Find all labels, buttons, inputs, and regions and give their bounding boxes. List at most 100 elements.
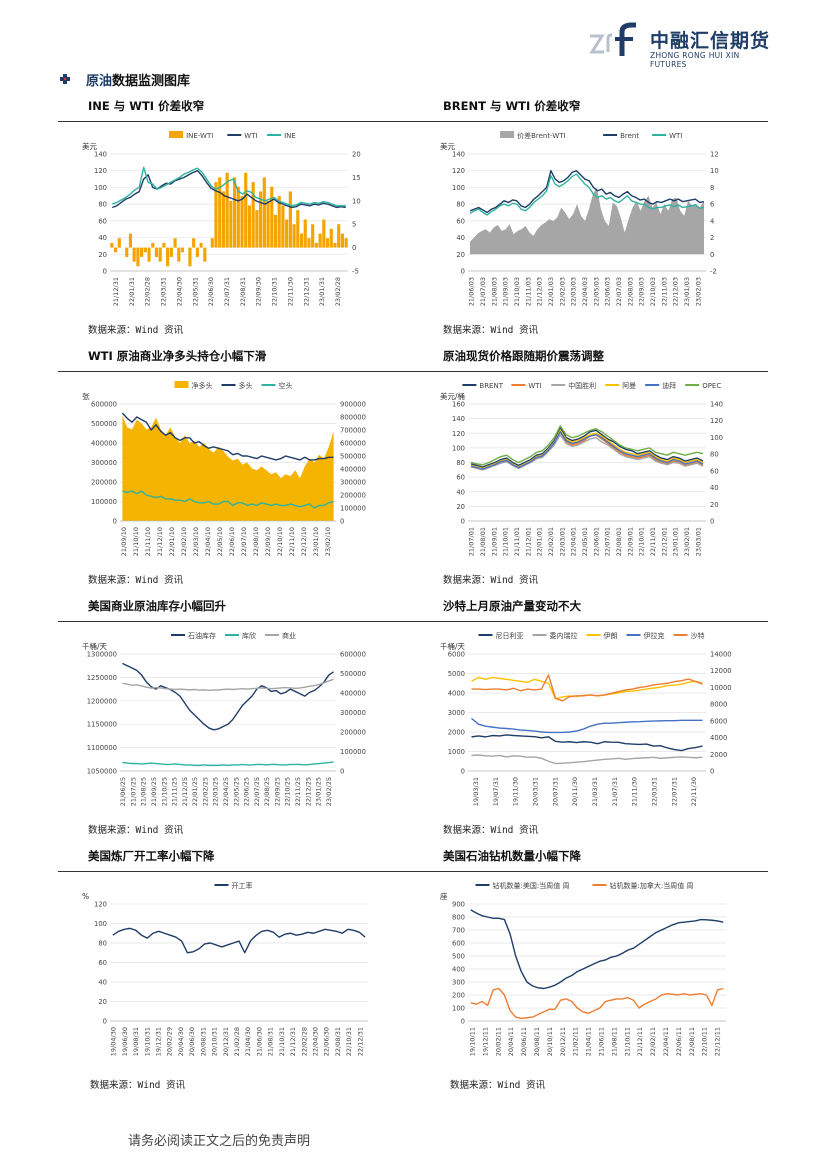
x-tick-label: 22/04/10	[204, 527, 212, 556]
x-tick-label: 21/07/25	[129, 777, 137, 806]
y2-tick-label: 100	[710, 434, 723, 442]
bar	[180, 247, 185, 253]
bar	[277, 196, 281, 248]
chart-rig-count: 钻机数量:美国:当周值 周 钻机数量:加拿大:当周值 周座 0 100 200 300 40…	[436, 876, 736, 1068]
y2-tick-label: 0	[710, 251, 714, 259]
series-line	[122, 662, 334, 731]
series-line	[470, 431, 704, 470]
x-tick-label: 22/01/25	[191, 777, 199, 806]
y-tick-label: 600	[452, 940, 465, 948]
x-tick-label: 21/11/30	[631, 777, 639, 806]
x-tick-label: 22/04/30	[312, 1027, 320, 1056]
x-tick-label: 23/02/28	[334, 277, 342, 306]
y-tick-label: 20	[98, 251, 107, 259]
y-tick-label: 120	[94, 167, 107, 175]
x-tick-label: 22/10/31	[271, 277, 279, 306]
x-tick-label: 21/07/01	[468, 527, 476, 556]
x-tick-label: 21/04/11	[585, 1027, 593, 1056]
divider	[58, 621, 768, 622]
y-tick-label: 100	[94, 920, 107, 928]
x-tick-label: 20/02/11	[494, 1027, 502, 1056]
x-tick-label: 21/08/01	[479, 527, 487, 556]
x-tick-label: 20/08/31	[199, 1027, 207, 1056]
y-tick-label: 0	[461, 518, 465, 526]
y-tick-label: 600000	[91, 401, 117, 409]
x-tick-label: 21/09/25	[150, 777, 158, 806]
legend-label: 迪拜	[662, 381, 676, 390]
y2-tick-label: 20	[352, 151, 361, 159]
y-tick-label: 40	[98, 234, 107, 242]
legend-label: 开工率	[232, 881, 253, 890]
x-tick-label: 23/01/10	[312, 527, 320, 556]
chart-legend: 价差Brent-WTI Brent WTI	[500, 131, 682, 140]
x-tick-label: 21/12/10	[156, 527, 164, 556]
y-tick-label: 5000	[448, 670, 465, 678]
y2-tick-label: 10000	[710, 684, 732, 692]
y-tick-label: 200	[452, 992, 465, 1000]
y-tick-label: 3000	[448, 709, 465, 717]
legend-label: 净多头	[192, 381, 213, 390]
x-tick-label: 22/05/03	[592, 277, 600, 306]
chart-svg: BRENT WTI 中国胜利 阿曼 迪拜 OPEC 美元/桶 0 20 40 60 80 100 120 1…	[440, 381, 723, 556]
chart-svg: 钻机数量:美国:当周值 周 钻机数量:加拿大:当周值 周座 0 100 200 300 40…	[440, 881, 726, 1056]
x-tick-label: 22/05/01	[581, 527, 589, 556]
x-tick-label: 22/02/28	[144, 277, 152, 306]
x-tick-label: 21/12/03	[536, 277, 544, 306]
source-note: 数据来源：Wind 资讯	[450, 1080, 546, 1091]
y-tick-label: 80	[98, 201, 107, 209]
x-tick-label: 22/04/25	[222, 777, 230, 806]
y-tick-label: 160	[452, 401, 465, 409]
y2-tick-label: 300000	[340, 479, 366, 487]
diamond-bullet-icon	[60, 74, 70, 84]
x-tick-label: 20/04/30	[177, 1027, 185, 1056]
x-tick-label: 22/03/31	[650, 777, 658, 806]
bar	[128, 233, 133, 248]
x-tick-label: 21/12/11	[636, 1027, 644, 1056]
bar	[214, 182, 218, 248]
chart-legend: 尼日利亚 委内瑞拉 伊朗 伊拉克 沙特	[478, 631, 705, 640]
x-tick-label: 22/06/10	[228, 527, 236, 556]
bar	[251, 182, 255, 248]
series-area	[122, 415, 334, 521]
source-note: 数据来源：Wind 资讯	[88, 825, 184, 836]
chart-svg: 净多头 多头 空头张 0 100000 200000 300000 400000 500000 6…	[82, 381, 366, 556]
y-tick-label: 0	[103, 268, 107, 276]
x-tick-label: 22/11/25	[294, 777, 302, 806]
x-tick-label: 22/05/31	[191, 277, 199, 306]
x-tick-label: 22/06/30	[323, 1027, 331, 1056]
series-line	[471, 674, 703, 702]
x-tick-label: 22/04/03	[581, 277, 589, 306]
x-tick-label: 22/09/30	[255, 277, 263, 306]
x-tick-label: 23/01/25	[315, 777, 323, 806]
bar	[236, 186, 240, 248]
x-tick-label: 23/02/01	[683, 527, 691, 556]
series-line	[122, 678, 334, 691]
bar	[322, 219, 326, 248]
y-tick-label: 40	[456, 234, 465, 242]
y-tick-label: 1100000	[87, 744, 117, 752]
y-tick-label: 60	[456, 474, 465, 482]
x-tick-label: 22/02/01	[547, 527, 555, 556]
y2-tick-label: 300000	[340, 709, 366, 717]
x-tick-label: 19/04/30	[110, 1027, 118, 1056]
bar	[188, 247, 192, 267]
y2-tick-label: 40	[710, 484, 719, 492]
bar	[147, 247, 151, 262]
bar	[325, 238, 330, 248]
x-tick-label: 22/09/03	[638, 277, 646, 306]
x-tick-label: 22/08/25	[263, 777, 271, 806]
x-tick-label: 19/06/30	[121, 1027, 129, 1056]
legend-label: BRENT	[479, 382, 503, 390]
series-line	[471, 717, 703, 734]
x-tick-label: 22/08/31	[239, 277, 247, 306]
y2-tick-label: 4000	[710, 734, 727, 742]
bar	[151, 242, 155, 248]
legend-label: 沙特	[691, 631, 705, 640]
y-tick-label: 120	[452, 430, 465, 438]
y2-tick-label: 100000	[340, 505, 366, 513]
y-axis-unit: 美元	[82, 141, 97, 151]
x-tick-label: 22/07/01	[604, 527, 612, 556]
chart-wti-net-long: 净多头 多头 空头张 0 100000 200000 300000 400000 500000 6…	[78, 376, 378, 568]
